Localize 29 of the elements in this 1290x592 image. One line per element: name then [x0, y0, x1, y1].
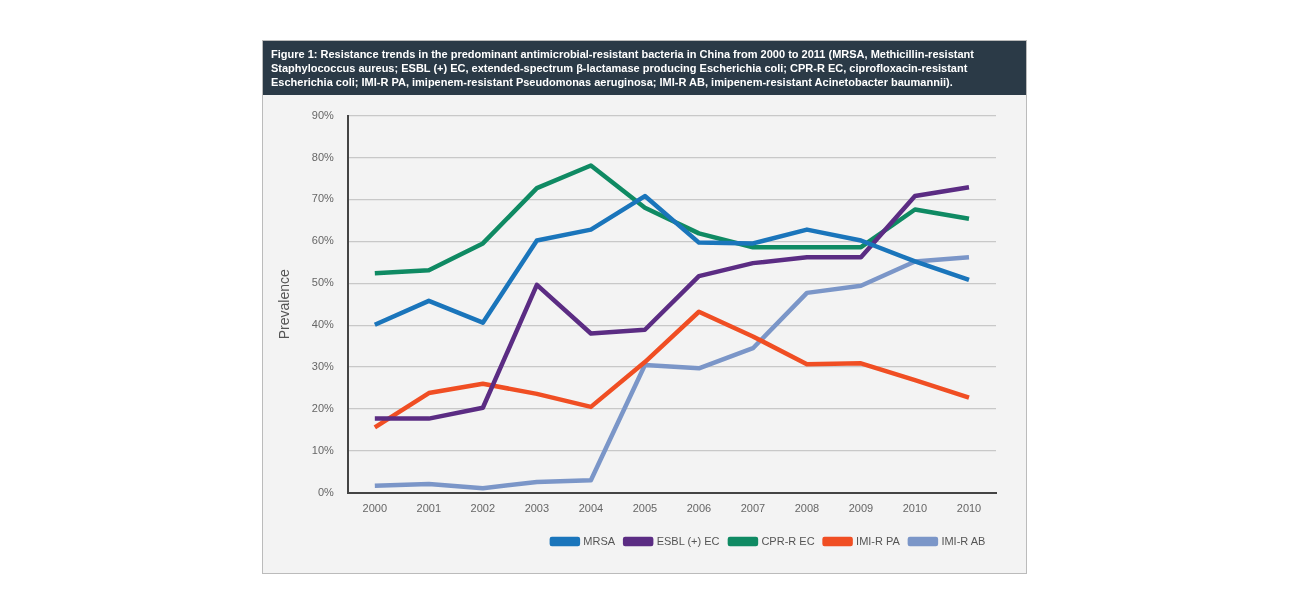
x-tick-label: 2003: [524, 502, 550, 515]
y-tick-label: 0%: [317, 485, 335, 498]
y-tick-label: 10%: [311, 443, 335, 456]
y-tick-label: 50%: [311, 276, 335, 289]
x-tick-label: 2009: [848, 502, 874, 515]
y-tick-label: 20%: [311, 402, 335, 415]
y-tick-label: 70%: [311, 192, 335, 205]
chart-title: Figure 1: Resistance trends in the predominant antimicrobial-resistant bacteria in China from 2000 to 2011 (MRSA, Methicillin-resistant Staphylococcus aureus; ESBL (+) EC, extended-spectrum β-lactamase producing Escherichia coli; CPR-R EC, ciprofloxacin-resistant Escherichia coli; IMI-R PA, imipenem-resistant Pseudomonas aeruginosa; IMI-R AB, imipenem-resistant Acinetobacter baumannii).: [263, 41, 1026, 95]
x-tick-label: 2008: [794, 502, 820, 515]
y-tick-label: 60%: [311, 234, 335, 247]
legend-label: IMI-R PA: [856, 534, 901, 547]
x-tick-label: 2002: [470, 502, 496, 515]
x-tick-label: 2006: [686, 502, 712, 515]
y-tick-label: 40%: [311, 318, 335, 331]
y-tick-label: 30%: [311, 360, 335, 373]
x-tick-label: 2005: [632, 502, 658, 515]
y-axis-title: Prevalence: [276, 268, 293, 340]
x-tick-label: 2000: [362, 502, 388, 515]
legend-label: CPR-R EC: [761, 534, 815, 547]
y-tick-label: 90%: [311, 108, 335, 121]
x-tick-label: 2010: [902, 502, 928, 515]
x-tick-label: 2004: [578, 502, 604, 515]
legend-label: ESBL (+) EC: [656, 534, 720, 547]
x-tick-label: 2007: [740, 502, 766, 515]
legend-label: IMI-R AB: [941, 534, 986, 547]
y-tick-label: 80%: [311, 150, 335, 163]
legend-label: MRSA: [583, 534, 616, 547]
x-tick-label: 2010: [956, 502, 982, 515]
x-tick-label: 2001: [416, 502, 442, 515]
